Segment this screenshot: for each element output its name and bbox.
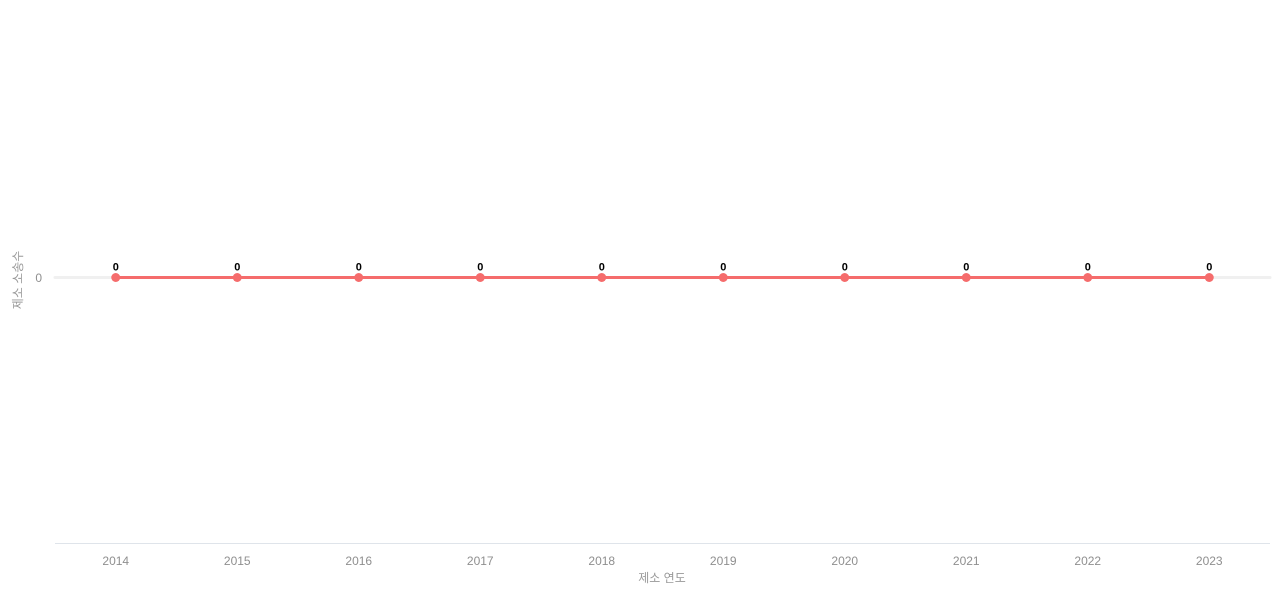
x-tick-label-2017: 2017 <box>467 554 494 568</box>
value-label-2022: 0 <box>1085 262 1091 274</box>
data-point-2016 <box>354 273 364 282</box>
value-label-2023: 0 <box>1206 262 1212 274</box>
value-label-2015: 0 <box>234 262 240 274</box>
data-point-2017 <box>475 273 485 282</box>
x-axis-tick-labels: 2014 2015 2016 2017 2018 2019 2020 2021 2022 2023 <box>102 554 1223 568</box>
x-axis-title: 제소 연도 <box>638 571 686 585</box>
data-point-2014 <box>111 273 121 282</box>
x-tick-label-2022: 2022 <box>1074 554 1101 568</box>
x-tick-label-2021: 2021 <box>953 554 980 568</box>
data-point-2020 <box>840 273 850 282</box>
x-tick-label-2018: 2018 <box>588 554 615 568</box>
x-tick-label-2019: 2019 <box>710 554 737 568</box>
data-point-2015 <box>232 273 242 282</box>
data-point-2023 <box>1204 273 1214 282</box>
value-label-2021: 0 <box>963 262 969 274</box>
x-tick-label-2020: 2020 <box>831 554 858 568</box>
data-point-2021 <box>961 273 971 282</box>
x-tick-label-2015: 2015 <box>224 554 251 568</box>
data-point-2018 <box>597 273 607 282</box>
value-labels: 0 0 0 0 0 0 0 0 0 0 <box>113 262 1213 274</box>
value-label-2016: 0 <box>356 262 362 274</box>
y-axis-title: 제소 소송수 <box>11 251 25 310</box>
value-label-2017: 0 <box>477 262 483 274</box>
data-point-2019 <box>718 273 728 282</box>
series-markers <box>111 273 1214 282</box>
x-tick-label-2014: 2014 <box>102 554 129 568</box>
data-point-2022 <box>1083 273 1093 282</box>
x-tick-label-2023: 2023 <box>1196 554 1223 568</box>
y-axis-tick-label: 0 <box>35 271 42 285</box>
value-label-2014: 0 <box>113 262 119 274</box>
value-label-2018: 0 <box>599 262 605 274</box>
x-tick-label-2016: 2016 <box>345 554 372 568</box>
value-label-2020: 0 <box>842 262 848 274</box>
value-label-2019: 0 <box>720 262 726 274</box>
